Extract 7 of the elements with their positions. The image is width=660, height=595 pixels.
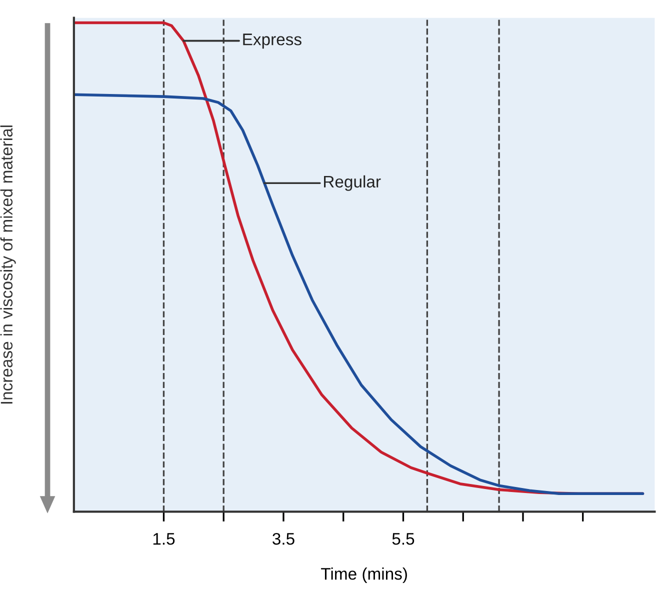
y-axis-title: Increase in viscosity of mixed material (0, 126, 16, 404)
x-tick-label: 1.5 (153, 533, 175, 545)
x-tick-label: 3.5 (272, 532, 294, 545)
x-axis-title: Time (mins) (321, 568, 407, 584)
x-tick-label: 5.5 (392, 533, 414, 545)
annotation: Express (243, 34, 302, 49)
annotation: Regular (324, 175, 381, 191)
